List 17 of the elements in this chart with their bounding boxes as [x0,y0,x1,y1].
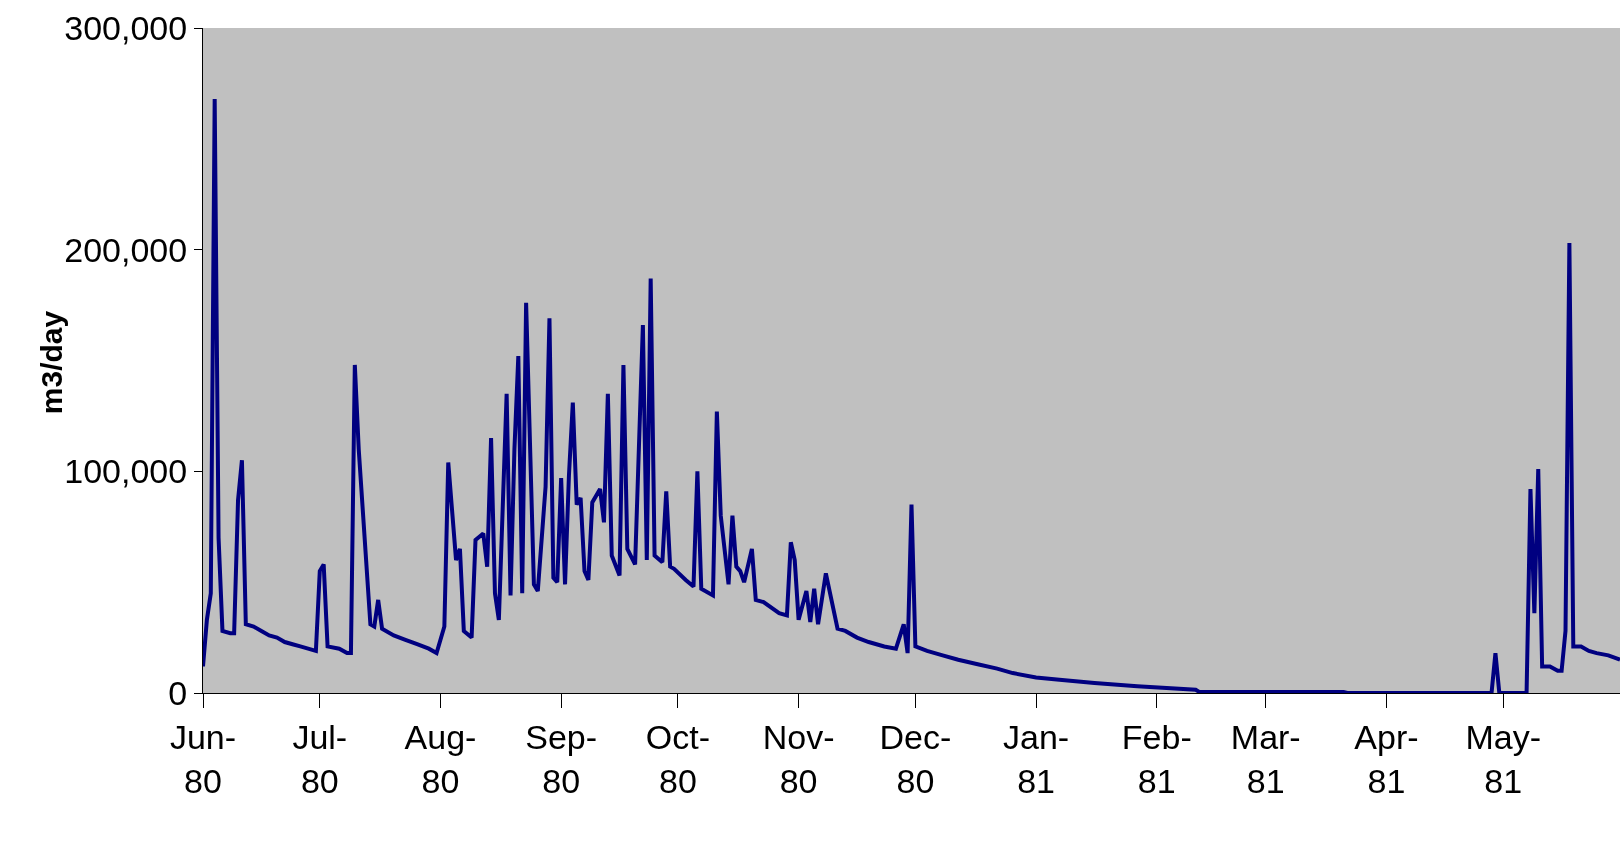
x-tick-label: Dec- 80 [879,717,952,800]
x-tick-label: Mar- 81 [1230,717,1301,800]
x-tick-label: Oct- 80 [645,717,711,800]
y-tick-label: 0 [168,673,188,712]
x-tick-label: May- 81 [1465,717,1541,800]
y-tick-label: 300,000 [64,8,188,47]
y-tick-label: 100,000 [64,452,188,491]
x-tick-label: Jan- 81 [1003,717,1070,800]
x-tick-label: Jun- 80 [169,717,237,800]
y-tick-label: 200,000 [64,230,188,269]
x-tick-label: Feb- 81 [1121,717,1192,800]
y-axis-title: m3/day [34,310,68,415]
x-tick-label: Jul- 80 [292,717,348,800]
x-tick-label: Sep- 80 [525,717,598,800]
x-tick-label: Aug- 80 [404,717,477,800]
x-tick-label: Nov- 80 [762,717,835,800]
x-tick-label: Apr- 81 [1354,717,1419,800]
